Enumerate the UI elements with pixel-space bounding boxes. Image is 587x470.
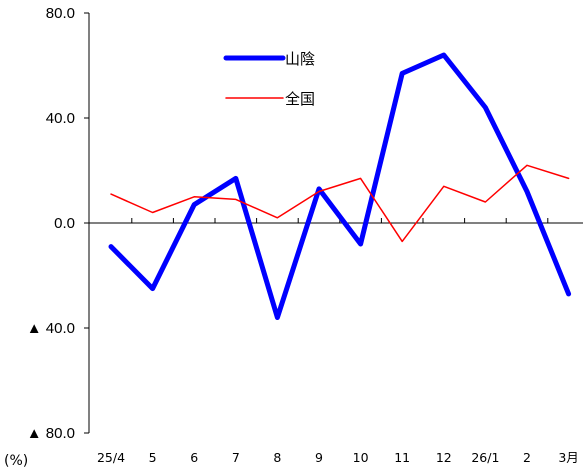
- legend-label: 山陰: [285, 50, 315, 68]
- x-tick-label: 5: [149, 450, 157, 465]
- x-tick-label: 3月: [558, 450, 578, 465]
- x-tick-label: 2: [523, 450, 531, 465]
- y-tick-labels: 80.0 40.0 0.0 ▲ 40.0 ▲ 80.0: [27, 5, 75, 442]
- series-line: [108, 52, 572, 320]
- y-tick-label: 80.0: [46, 5, 75, 22]
- x-tick-label: 12: [436, 450, 452, 465]
- series-san-in: [108, 52, 572, 320]
- y-unit-label: (%): [4, 453, 28, 469]
- series-layer: [108, 52, 572, 320]
- x-tick-label: 10: [353, 450, 369, 465]
- y-tick-label: 40.0: [46, 110, 75, 127]
- series-zenkoku: [110, 164, 570, 243]
- y-tick-label: ▲ 80.0: [27, 425, 75, 442]
- x-tick-label: 9: [315, 450, 323, 465]
- legend-label: 全国: [285, 90, 315, 108]
- x-tick-label: 11: [394, 450, 410, 465]
- x-tick-label: 6: [190, 450, 198, 465]
- series-line: [110, 164, 570, 243]
- x-tick-label: 7: [232, 450, 240, 465]
- x-tick-label: 25/4: [97, 450, 125, 465]
- y-axis: 80.0 40.0 0.0 ▲ 40.0 ▲ 80.0: [27, 5, 90, 442]
- y-tick-label: 0.0: [54, 215, 75, 232]
- y-tick-marks: [84, 12, 89, 434]
- x-tick-labels: 25/4 5 6 7 8 9 10 11 12 26/1 2 3月: [97, 450, 579, 465]
- x-axis: 25/4 5 6 7 8 9 10 11 12 26/1 2 3月: [89, 218, 583, 465]
- x-tick-label: 8: [273, 450, 281, 465]
- x-tick-label: 26/1: [471, 450, 499, 465]
- y-tick-label: ▲ 40.0: [27, 320, 75, 337]
